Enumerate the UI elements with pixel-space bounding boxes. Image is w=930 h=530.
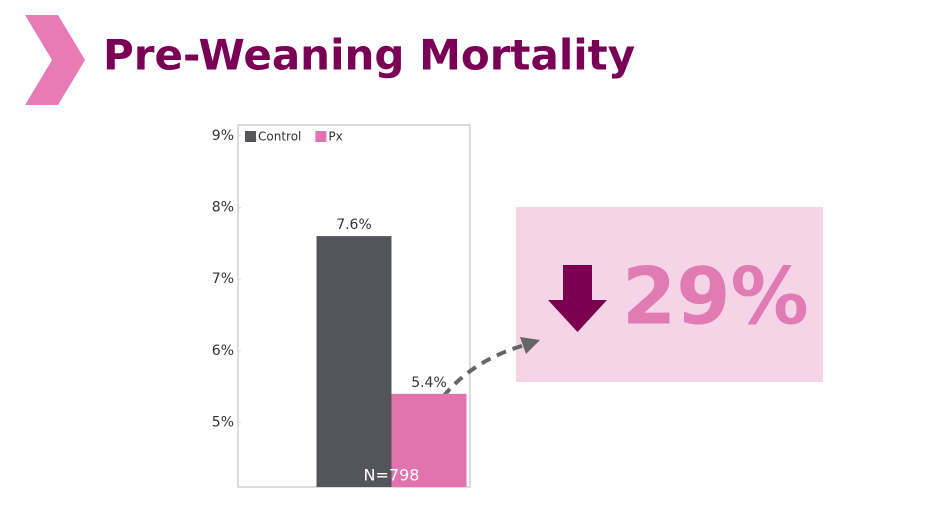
slide-title: Pre-Weaning Mortality [103, 31, 635, 80]
value-label: 7.6% [336, 217, 372, 233]
legend-swatch [315, 131, 327, 142]
chevron [25, 15, 85, 105]
legend-swatch [245, 131, 256, 142]
value-label: 5.4% [411, 375, 447, 391]
legend-label: Px [328, 130, 342, 144]
bar [316, 236, 392, 487]
y-tick-label: 8% [212, 199, 234, 215]
y-tick-label: 9% [212, 128, 234, 144]
arrow-head [520, 337, 540, 354]
callout-value: 29% [622, 252, 809, 342]
y-tick-label: 6% [212, 343, 234, 359]
bar [391, 393, 467, 487]
legend-label: Control [258, 130, 301, 144]
y-tick-label: 7% [212, 271, 234, 287]
y-tick-label: 5% [212, 414, 234, 430]
down-arrow [548, 265, 607, 332]
annotation: N=798 [364, 466, 420, 485]
